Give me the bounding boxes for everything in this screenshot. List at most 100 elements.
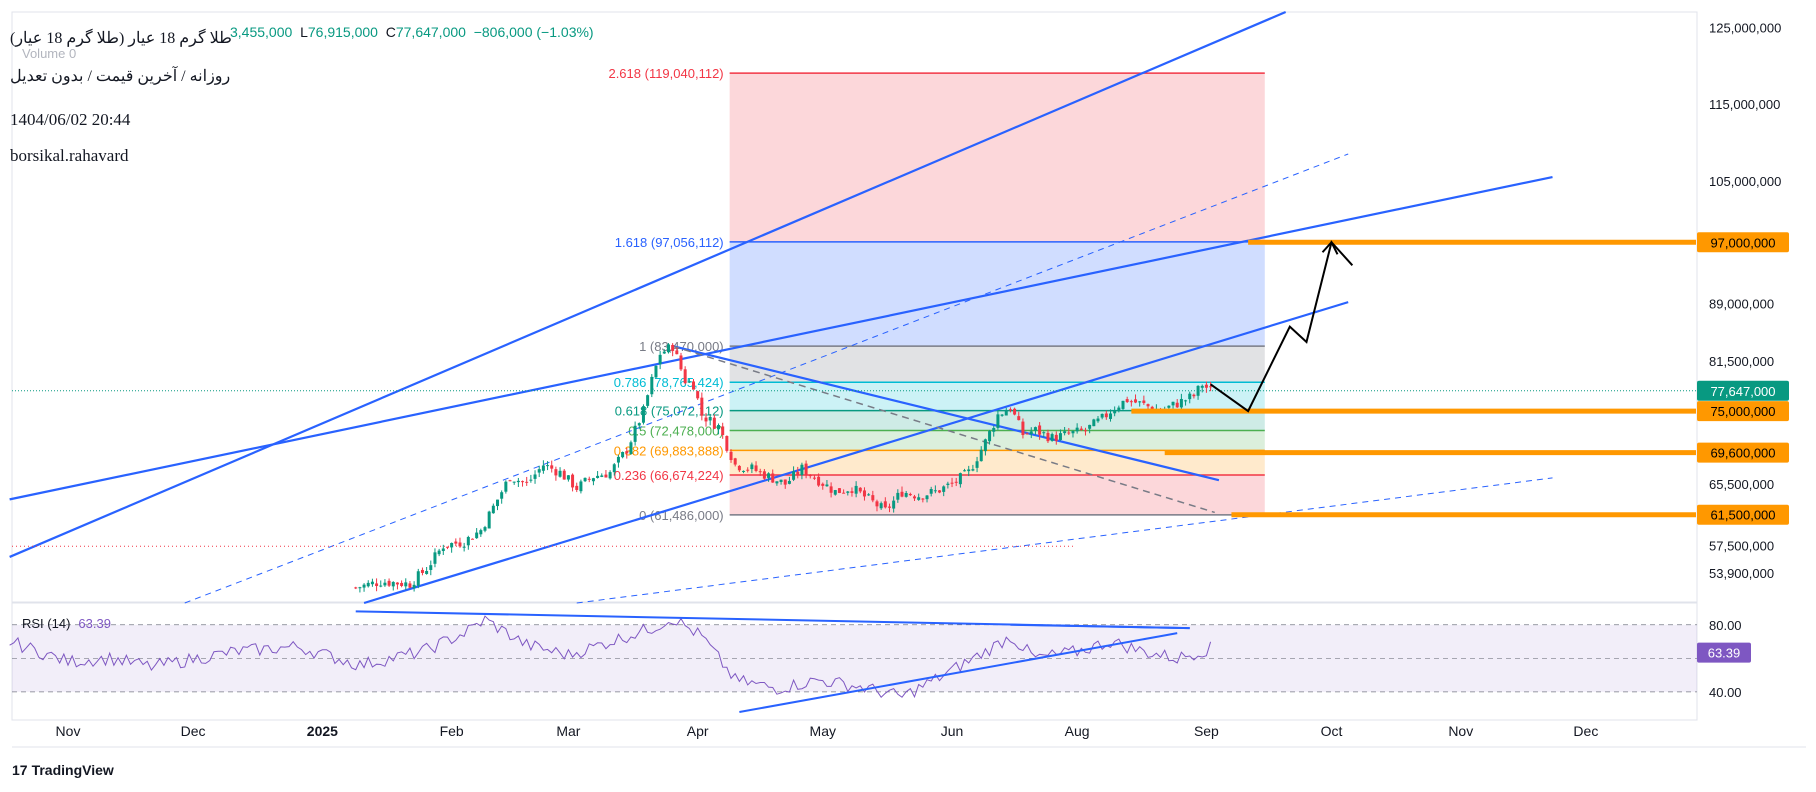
fib-zone — [729, 73, 1265, 242]
rsi-level-label: 40.00 — [1709, 685, 1742, 700]
candle-body — [533, 474, 537, 479]
candle-body — [1029, 431, 1033, 434]
candle-body — [591, 478, 595, 482]
candle-body — [979, 449, 983, 462]
rsi-label: RSI (14) — [22, 616, 71, 631]
candle-body — [1088, 424, 1092, 429]
rsi-trendline-upper-end — [1010, 623, 1190, 630]
candle-body — [671, 344, 675, 351]
low-value: 76,915,000 — [307, 24, 378, 40]
candle-body — [862, 490, 866, 497]
candle-body — [1071, 430, 1075, 434]
candle-body — [637, 423, 641, 426]
brand-name: TradingView — [31, 762, 114, 778]
candle-body — [1100, 413, 1104, 418]
price-pane-border — [11, 11, 1698, 604]
candle-body — [758, 471, 762, 473]
y-axis-label: 125,000,000 — [1709, 20, 1781, 35]
candle-body — [1134, 399, 1138, 403]
candle-body — [767, 473, 771, 478]
x-axis-label: Dec — [181, 723, 206, 739]
candle-body — [525, 481, 529, 483]
candle-body — [512, 481, 516, 483]
candle-body — [408, 583, 412, 588]
candle-body — [1092, 419, 1096, 427]
candle-body — [1104, 413, 1108, 418]
rsi-legend[interactable]: RSI (14) 63.39 — [22, 616, 111, 631]
candle-body — [850, 491, 854, 493]
candle-body — [1138, 401, 1142, 403]
candle-body — [600, 475, 604, 477]
candle-body — [762, 471, 766, 479]
candle-body — [1054, 434, 1058, 441]
candle-body — [404, 582, 408, 587]
candle-body — [792, 471, 796, 480]
candle-body — [1113, 410, 1117, 414]
candle-body — [521, 481, 525, 483]
candle-body — [708, 416, 712, 421]
last-price-tag — [1697, 380, 1789, 401]
candle-body — [1200, 385, 1204, 388]
candle-body — [1096, 418, 1100, 422]
candle-body — [496, 499, 500, 507]
candle-body — [491, 505, 495, 514]
fib-label-2.618: 2.618 (119,040,112) — [608, 66, 723, 81]
candle-body — [696, 391, 700, 399]
candle-body — [395, 582, 399, 585]
x-axis-label: Oct — [1321, 723, 1343, 739]
x-axis-label: Nov — [56, 723, 81, 739]
candle-body — [387, 580, 391, 586]
trendline-grey-decline — [672, 345, 1215, 514]
candle-body — [616, 456, 620, 463]
target-label: 97,000,000 — [1710, 235, 1775, 250]
rsi-level-label: 80.00 — [1709, 618, 1742, 633]
trendline-descending — [672, 345, 1220, 482]
candle-body — [1079, 428, 1083, 430]
candle-body — [700, 397, 704, 416]
trendline-dashed-mid — [184, 153, 1349, 604]
candle-body — [817, 476, 821, 486]
candle-body — [921, 498, 925, 500]
candle-body — [1063, 431, 1067, 434]
trendline-dashed-low — [576, 477, 1553, 604]
candle-body — [721, 426, 725, 436]
chart-subtitle: روزانه / آخرین قیمت / بدون تعدیل — [10, 68, 231, 85]
candle-body — [358, 587, 362, 589]
candle-body — [587, 478, 591, 480]
candle-body — [725, 436, 729, 451]
candle-body — [1146, 404, 1150, 407]
candle-body — [692, 381, 695, 390]
x-axis-label: Aug — [1065, 723, 1090, 739]
candle-body — [1192, 394, 1196, 397]
candle-body — [621, 451, 625, 458]
candle-body — [800, 464, 804, 475]
candle-body — [483, 527, 487, 531]
candle-body — [1033, 427, 1037, 431]
tradingview-brand[interactable]: 17 TradingView — [12, 762, 114, 778]
candle-body — [842, 492, 846, 494]
candle-body — [883, 501, 887, 508]
candle-body — [892, 500, 896, 509]
candle-body — [654, 365, 658, 378]
candle-body — [375, 583, 379, 587]
candle-body — [475, 532, 479, 539]
candle-body — [1125, 399, 1129, 403]
candle-body — [775, 481, 779, 484]
candle-body — [971, 469, 975, 471]
candle-body — [562, 470, 566, 480]
candle-body — [1067, 432, 1071, 434]
candle-body — [821, 483, 825, 486]
fib-zone — [729, 382, 1265, 411]
candle-body — [1171, 401, 1175, 406]
target-tag — [1697, 504, 1789, 525]
candle-body — [825, 484, 829, 487]
candle-body — [604, 474, 608, 478]
candle-body — [658, 354, 662, 365]
candle-body — [854, 485, 858, 494]
candle-body — [729, 451, 733, 461]
candle-body — [441, 548, 445, 552]
candle-body — [529, 479, 533, 481]
y-axis-label: 57,500,000 — [1709, 538, 1774, 553]
candle-body — [925, 495, 929, 500]
candle-body — [1209, 386, 1213, 388]
